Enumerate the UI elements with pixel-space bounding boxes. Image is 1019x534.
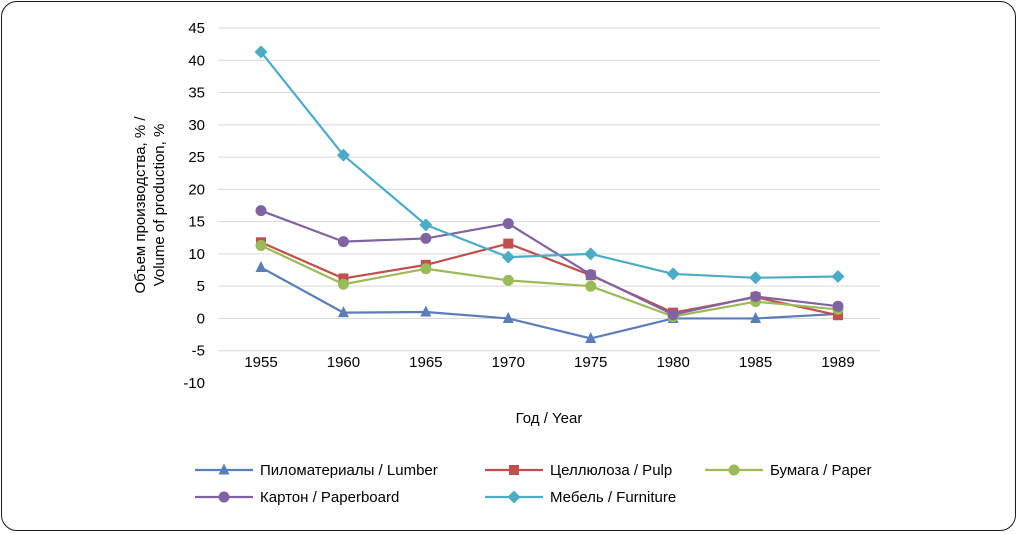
series-line <box>260 209 839 316</box>
gridlines <box>218 27 880 352</box>
legend-item: Мебель / Furniture <box>485 489 676 506</box>
x-tick-label: 1980 <box>656 354 689 371</box>
x-tick-label: 1955 <box>244 354 277 371</box>
data-point-marker <box>666 267 680 281</box>
data-point-marker <box>585 331 597 343</box>
y-axis-title-line2: Volume of production, % <box>151 124 168 287</box>
data-point-marker <box>255 240 267 252</box>
y-tick-label: 40 <box>188 52 205 69</box>
data-point-marker <box>218 491 230 503</box>
legend-label: Целлюлоза / Pulp <box>550 462 672 479</box>
data-point-marker <box>336 148 350 162</box>
data-point-marker <box>509 465 519 475</box>
x-tick-label: 1989 <box>821 354 854 371</box>
x-axis-title: Год / Year <box>516 410 583 427</box>
data-point-marker <box>749 271 763 285</box>
x-tick-label: 1975 <box>574 354 607 371</box>
series-line <box>260 244 839 318</box>
series-line <box>260 51 839 279</box>
legend: Пиломатериалы / Lumber Целлюлоза / Pulp Бу… <box>195 462 872 506</box>
data-point-marker <box>502 274 514 286</box>
data-point-marker <box>585 269 597 281</box>
series-3 <box>255 205 844 321</box>
x-tick-label: 1985 <box>739 354 772 371</box>
data-point-marker <box>419 218 433 232</box>
data-point-marker <box>502 218 514 230</box>
series-lines <box>254 45 845 343</box>
y-tick-label: 35 <box>188 85 205 102</box>
y-tick-label: 5 <box>197 278 205 295</box>
data-point-marker <box>337 306 349 318</box>
data-point-marker <box>420 305 432 317</box>
data-point-marker <box>507 490 521 504</box>
data-point-marker <box>255 260 267 272</box>
data-point-marker <box>420 263 432 275</box>
y-tick-label: 25 <box>188 149 205 166</box>
y-tick-label: 20 <box>188 181 205 198</box>
legend-item: Пиломатериалы / Lumber <box>195 462 438 479</box>
series-4 <box>254 45 845 285</box>
data-point-marker <box>337 278 349 290</box>
legend-label: Картон / Paperboard <box>260 489 399 506</box>
data-point-marker <box>420 232 432 244</box>
x-tick-label: 1960 <box>327 354 360 371</box>
legend-label: Бумага / Paper <box>770 462 872 479</box>
data-point-marker <box>833 310 843 321</box>
data-point-marker <box>501 250 515 264</box>
legend-label: Мебель / Furniture <box>550 489 676 506</box>
y-axis-ticks: 45 40 35 30 25 20 15 10 5 0 -5 -10 <box>183 20 205 392</box>
data-point-marker <box>667 309 679 321</box>
data-point-marker <box>338 273 349 284</box>
legend-item: Картон / Paperboard <box>195 489 399 506</box>
y-tick-label: -5 <box>192 343 205 360</box>
data-point-marker <box>337 236 349 248</box>
legend-label: Пиломатериалы / Lumber <box>260 462 438 479</box>
data-point-marker <box>255 205 267 217</box>
data-point-marker <box>750 291 762 303</box>
y-tick-label: 30 <box>188 117 205 134</box>
data-point-marker <box>831 270 845 283</box>
x-tick-label: 1970 <box>492 354 525 371</box>
data-point-marker <box>584 247 598 261</box>
legend-item: Бумага / Paper <box>705 462 872 479</box>
y-tick-label: 15 <box>188 214 205 231</box>
data-point-marker <box>218 463 230 475</box>
legend-item: Целлюлоза / Pulp <box>485 462 672 479</box>
data-point-marker <box>728 464 740 476</box>
x-tick-label: 1965 <box>409 354 442 371</box>
data-point-marker <box>750 311 762 323</box>
y-tick-label: 45 <box>188 20 205 37</box>
data-point-marker <box>832 300 844 312</box>
y-axis-title-line1: Объем производства, % / <box>132 116 149 294</box>
data-point-marker <box>503 238 514 249</box>
y-tick-label: -10 <box>183 375 205 392</box>
series-line <box>260 266 839 340</box>
y-tick-label: 10 <box>188 246 205 263</box>
data-point-marker <box>254 45 268 59</box>
data-point-marker <box>585 280 597 292</box>
x-axis-ticks: 1955 1960 1965 1970 1975 1980 1985 1989 <box>244 354 854 371</box>
data-point-marker <box>502 311 514 323</box>
y-tick-label: 0 <box>197 310 205 327</box>
